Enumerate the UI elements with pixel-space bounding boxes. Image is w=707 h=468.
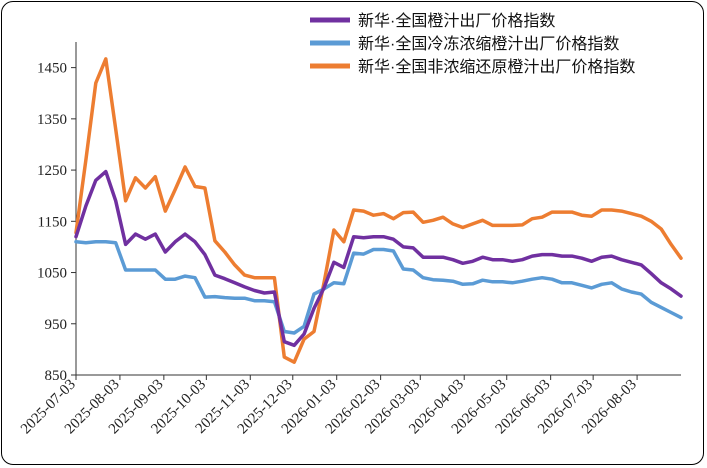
y-tick-label: 950: [45, 317, 68, 333]
y-tick-label: 1350: [37, 112, 67, 128]
series-line-3: [74, 57, 683, 364]
legend-label: 新华·全国橙汁出厂价格指数: [358, 12, 555, 30]
y-tick-label: 1150: [38, 214, 67, 230]
series-line-2: [74, 240, 683, 335]
y-tick-label: 850: [45, 368, 68, 384]
y-tick-label: 1050: [37, 266, 67, 282]
y-tick-label: 1450: [37, 61, 67, 77]
y-tick-label: 1250: [37, 163, 67, 179]
legend-label: 新华·全国冷冻浓缩橙汁出厂价格指数: [358, 35, 619, 53]
legend-label: 新华·全国非浓缩还原橙汁出厂价格指数: [358, 58, 635, 76]
series-line-1: [74, 169, 683, 348]
